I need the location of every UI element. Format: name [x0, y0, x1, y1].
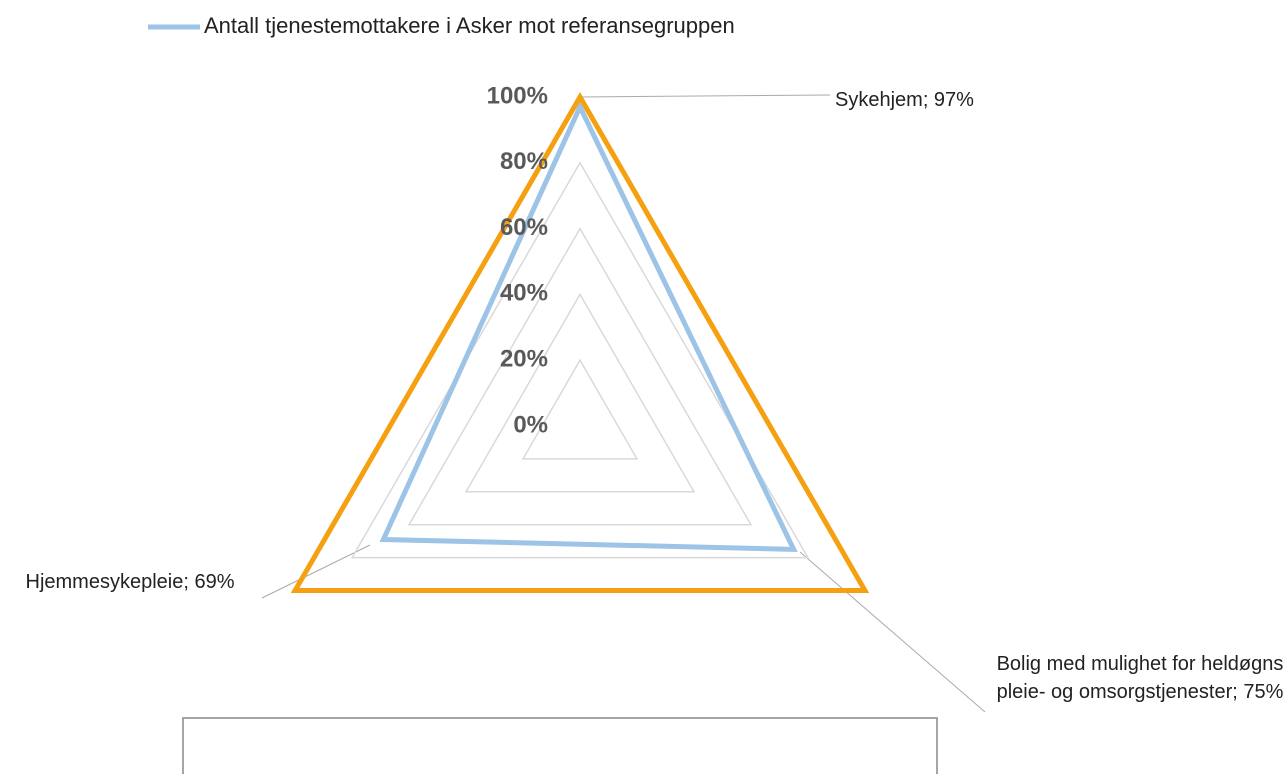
tick-label: 20%: [500, 346, 548, 373]
series-line: [379, 100, 798, 552]
leader-line: [579, 94, 831, 98]
tick-label: 40%: [500, 280, 548, 307]
tick-label: 0%: [513, 411, 548, 438]
series-line: [290, 91, 870, 593]
grid-line: [407, 227, 753, 526]
box: [182, 717, 938, 774]
data-label: Sykehjem; 97%: [835, 89, 974, 111]
data-label: Hjemmesykepleie; 69%: [25, 571, 235, 593]
tick-label: 60%: [500, 214, 548, 241]
legend-label: Antall tjenestemottakere i Asker mot ref…: [204, 13, 735, 38]
leader-line: [261, 544, 371, 599]
grid-line: [521, 358, 639, 460]
tick-label: 80%: [500, 148, 548, 175]
tick-label: 100%: [487, 82, 548, 109]
data-label: Bolig med mulighet for heldøgns pleie- o…: [996, 653, 1284, 703]
leader-line: [799, 551, 986, 713]
grid-line: [464, 292, 696, 493]
